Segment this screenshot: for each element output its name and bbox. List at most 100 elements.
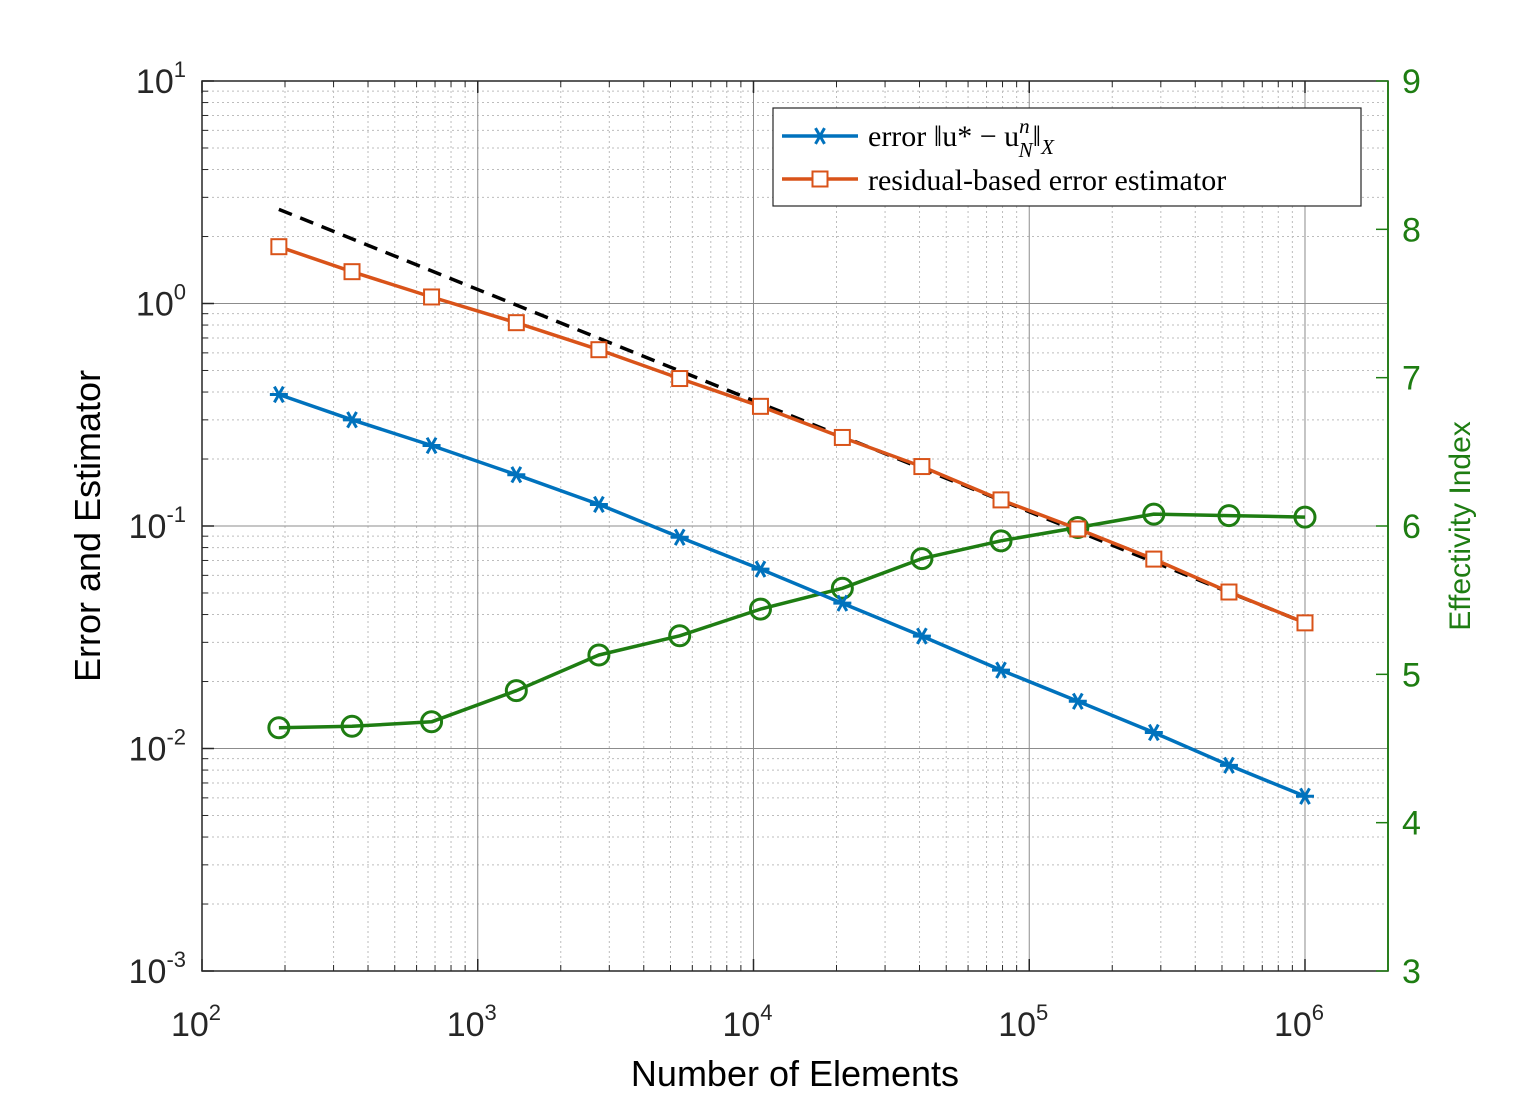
data-point-error: [343, 411, 362, 429]
x-tick-exponent: 5: [1036, 1000, 1048, 1025]
reference-slope-line: [278, 207, 1306, 625]
marker-stroke: [1299, 787, 1311, 805]
series-effectivity: [267, 502, 1317, 740]
y-tick-exponent: 0: [174, 280, 186, 305]
data-point-estimator: [913, 458, 931, 476]
series-error: [269, 385, 1314, 805]
data-point-error: [751, 560, 770, 578]
data-point-estimator: [507, 314, 525, 332]
y-right-tick-label: 3: [1402, 953, 1421, 991]
data-point-effectivity: [910, 547, 934, 571]
y-right-tick-label: 8: [1402, 211, 1421, 249]
y-tick-exponent: -1: [166, 502, 186, 527]
series-line-estimator: [278, 245, 1306, 625]
data-point-error: [507, 466, 526, 484]
legend-error-tail-sub: X: [1040, 135, 1055, 159]
data-point-estimator: [1296, 614, 1314, 632]
x-tick-base: 10: [1274, 1006, 1312, 1044]
x-tick-exponent: 4: [760, 1000, 772, 1025]
legend-error-label: error ‖u* − un N‖X: [868, 114, 1055, 162]
data-point-effectivity: [420, 710, 444, 734]
y-tick-exponent: -3: [166, 947, 186, 972]
y-tick-base: 10: [136, 286, 174, 324]
marker-stroke: [995, 661, 1007, 679]
y-left-tick-label: 10-2: [129, 725, 186, 769]
data-point-effectivity: [1217, 504, 1241, 528]
data-point-effectivity: [1066, 515, 1090, 539]
data-point-error: [1219, 756, 1238, 774]
y-right-tick-label: 9: [1402, 63, 1421, 101]
x-tick-exponent: 3: [485, 1000, 497, 1025]
data-point-effectivity: [1142, 502, 1166, 526]
legend-error-main: error ‖u* − u: [868, 120, 1019, 153]
y-right-tick-label: 4: [1402, 805, 1421, 843]
marker-stroke: [814, 127, 826, 145]
marker-stroke: [673, 528, 686, 546]
data-point-estimator: [1220, 583, 1238, 601]
data-point-estimator: [1145, 550, 1163, 568]
y-left-tick-label: 101: [136, 57, 186, 101]
data-point-effectivity: [1293, 505, 1317, 529]
y-right-tick-label: 6: [1402, 508, 1421, 546]
data-point-effectivity: [340, 714, 364, 738]
data-point-effectivity: [989, 529, 1013, 553]
legend-error-tail: ‖: [1033, 120, 1041, 153]
series-line-error: [278, 392, 1306, 798]
legend-box: [772, 107, 1362, 207]
marker-stroke: [1223, 756, 1235, 774]
data-point-estimator: [590, 341, 608, 359]
x-tick-base: 10: [171, 1006, 209, 1044]
y-tick-base: 10: [129, 731, 167, 769]
y-right-tick-label: 5: [1402, 656, 1421, 694]
data-point-estimator: [343, 263, 361, 281]
marker-stroke: [510, 466, 523, 484]
y-tick-exponent: 1: [174, 57, 186, 82]
y-tick-base: 10: [136, 63, 174, 101]
y-axis-label-left: Error and Estimator: [67, 370, 108, 682]
series-layer: [267, 207, 1317, 805]
legend-error-sup: n: [1019, 114, 1030, 138]
marker-stroke: [1148, 723, 1160, 742]
data-point-estimator: [1069, 520, 1087, 538]
marker-stroke: [1072, 692, 1084, 710]
y-tick-base: 10: [129, 508, 167, 546]
x-axis-label: Number of Elements: [631, 1053, 959, 1094]
x-tick-base: 10: [998, 1006, 1036, 1044]
marker-stroke: [593, 495, 605, 514]
data-point-error: [912, 627, 931, 645]
x-tick-base: 10: [722, 1006, 760, 1044]
legend-estimator-marker: [811, 170, 829, 188]
data-point-estimator: [992, 491, 1010, 509]
marker-stroke: [425, 436, 438, 455]
x-tick-label: 106: [1274, 1000, 1324, 1044]
x-tick-label: 103: [447, 1000, 497, 1044]
data-point-error: [833, 594, 852, 612]
data-point-error: [1068, 692, 1087, 710]
data-point-error: [1295, 787, 1314, 805]
data-point-error: [269, 385, 288, 404]
x-tick-exponent: 6: [1312, 1000, 1324, 1025]
x-tick-label: 104: [722, 1000, 772, 1044]
data-point-effectivity: [587, 643, 611, 667]
legend-estimator-label: residual-based error estimator: [868, 164, 1226, 197]
marker-stroke: [836, 594, 849, 612]
data-point-effectivity: [668, 624, 692, 648]
axis-ticks: [201, 80, 1389, 972]
legend: error ‖u* − un N‖X residual-based error e…: [772, 107, 1362, 207]
y-right-tick-label: 7: [1402, 360, 1421, 398]
marker-stroke: [916, 627, 928, 645]
data-point-error: [589, 495, 608, 514]
marker-stroke: [754, 560, 767, 578]
y-left-tick-label: 10-1: [129, 502, 186, 546]
x-tick-base: 10: [447, 1006, 485, 1044]
legend-error-sub: N: [1018, 138, 1034, 162]
legend-asterisk-marker: [811, 127, 829, 145]
data-point-error: [422, 436, 441, 455]
series-line-effectivity: [278, 512, 1306, 730]
data-point-effectivity: [504, 679, 528, 703]
data-point-error: [992, 661, 1011, 679]
y-left-tick-label: 10-3: [129, 947, 186, 991]
data-point-estimator: [751, 397, 769, 415]
